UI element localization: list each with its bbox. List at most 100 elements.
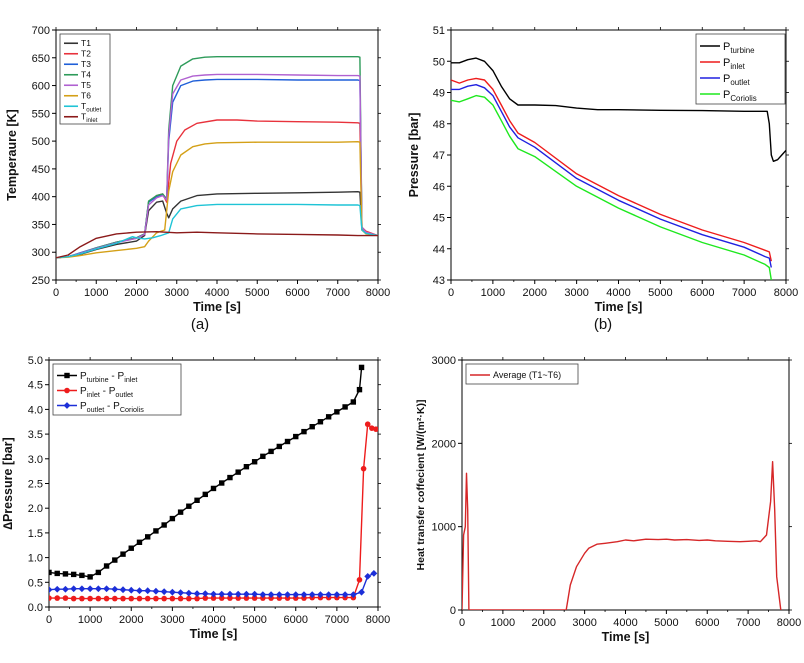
series-group <box>49 364 378 602</box>
data-point-17 <box>186 503 192 509</box>
x-tick-label: 4000 <box>205 287 229 299</box>
y-tick-label: 700 <box>32 25 50 37</box>
x-tick-label: 5000 <box>245 287 269 299</box>
data-point-9 <box>119 586 127 594</box>
legend-label-T1: T1 <box>81 38 91 48</box>
data-point-0 <box>49 586 53 594</box>
y-axis-label: Temperaure [K] <box>5 109 19 200</box>
data-point-7 <box>103 595 110 602</box>
x-tick-label: 6000 <box>690 287 714 299</box>
data-point-1 <box>54 595 61 601</box>
data-point-10 <box>128 545 134 551</box>
data-point-32 <box>309 423 315 430</box>
series-line-Pinlet <box>451 77 772 262</box>
x-tick-label: 4000 <box>201 614 225 626</box>
data-point-37 <box>350 399 357 405</box>
series-line-Pturbine - Pinlet <box>49 367 363 578</box>
data-point-32 <box>308 591 316 599</box>
data-point-3 <box>70 595 77 602</box>
y-tick-label: 650 <box>32 53 50 65</box>
data-point-9 <box>120 595 126 602</box>
data-point-11 <box>136 595 143 602</box>
data-point-19 <box>202 491 208 498</box>
y-tick-label: 2.0 <box>28 503 43 515</box>
y-tick-label: 43 <box>433 275 445 287</box>
series-line-Toutlet <box>56 203 378 259</box>
legend-label-PCoriolis: PCoriolis <box>723 89 757 103</box>
data-point-28 <box>276 595 283 601</box>
data-point-legend <box>63 402 71 409</box>
data-point-23 <box>234 590 242 598</box>
data-point-7 <box>103 563 110 569</box>
legend-label-T5: T5 <box>81 80 91 90</box>
x-tick-label: 5000 <box>648 287 672 299</box>
data-point-26 <box>259 591 267 599</box>
data-point-8 <box>112 557 118 563</box>
x-tick-label: 3000 <box>160 614 184 626</box>
data-point-40 <box>370 570 378 577</box>
data-point-17 <box>186 595 192 602</box>
data-point-30 <box>292 595 299 601</box>
x-tick-label: 2000 <box>523 287 547 299</box>
x-tick-label: 1000 <box>481 287 505 299</box>
data-point-22 <box>226 590 234 598</box>
x-tick-label: 5000 <box>654 617 678 629</box>
data-point-14 <box>161 522 167 528</box>
data-point-16 <box>177 595 184 602</box>
data-point-2 <box>62 585 69 593</box>
caption-b: (b) <box>594 316 612 333</box>
y-tick-label: 350 <box>32 219 50 231</box>
data-point-22 <box>227 595 233 601</box>
data-point-20 <box>210 590 217 598</box>
data-point-20 <box>210 595 217 601</box>
data-point-33 <box>317 419 324 425</box>
y-tick-label: 50 <box>433 56 445 68</box>
x-tick-label: 3000 <box>564 287 588 299</box>
x-tick-label: 4000 <box>606 287 630 299</box>
data-point-27 <box>267 591 275 599</box>
data-point-6 <box>95 569 102 576</box>
y-tick-label: 400 <box>32 192 50 204</box>
y-tick-label: 49 <box>433 88 445 100</box>
chart-a-temperature: 0 1000 2000 3000 4000 5000 6000 7000 8000 250 300 3… <box>5 25 390 314</box>
y-tick-label: 500 <box>32 136 50 148</box>
data-point-18 <box>194 497 200 503</box>
data-point-21 <box>218 590 226 598</box>
data-point-legend <box>64 387 70 394</box>
y-tick-label: 3.5 <box>28 429 43 441</box>
chart-b-pressure: 0 1000 2000 3000 4000 5000 6000 7000 8000 43 44 45 4… <box>407 25 798 314</box>
y-tick-label: 2.5 <box>28 479 43 491</box>
data-point-16 <box>177 589 184 597</box>
x-tick-label: 2000 <box>124 287 148 299</box>
y-tick-label: 1.0 <box>28 553 43 565</box>
legend-label-T2: T2 <box>81 49 91 59</box>
data-point-31 <box>300 591 308 599</box>
series-line-Poutlet <box>451 83 772 268</box>
x-tick-label: 8000 <box>366 614 390 626</box>
data-point-24 <box>243 464 250 470</box>
data-point-21 <box>218 595 225 601</box>
data-point-39 <box>364 572 372 580</box>
data-point-22 <box>227 474 233 481</box>
x-tick-label: 3000 <box>572 617 596 629</box>
series-group <box>56 56 378 259</box>
data-point-28 <box>276 443 282 450</box>
x-axis-label: Time [s] <box>602 630 650 644</box>
data-point-28 <box>275 591 283 599</box>
data-point-5 <box>87 574 93 580</box>
x-tick-label: 2000 <box>119 614 143 626</box>
legend-box <box>59 33 111 125</box>
data-point-24 <box>243 595 250 601</box>
series-line-Pturbine <box>451 57 786 163</box>
data-point-2 <box>62 595 69 601</box>
x-tick-label: 6000 <box>695 617 719 629</box>
y-tick-label: 1.5 <box>28 528 43 540</box>
data-point-23 <box>235 595 241 601</box>
legend-label-T6: T6 <box>81 91 91 101</box>
y-tick-label: 5.0 <box>28 355 43 367</box>
caption-a: (a) <box>191 316 209 333</box>
data-point-19 <box>202 595 209 601</box>
data-point-4 <box>79 595 85 602</box>
data-point-1 <box>53 585 61 593</box>
y-tick-label: 44 <box>433 244 445 256</box>
